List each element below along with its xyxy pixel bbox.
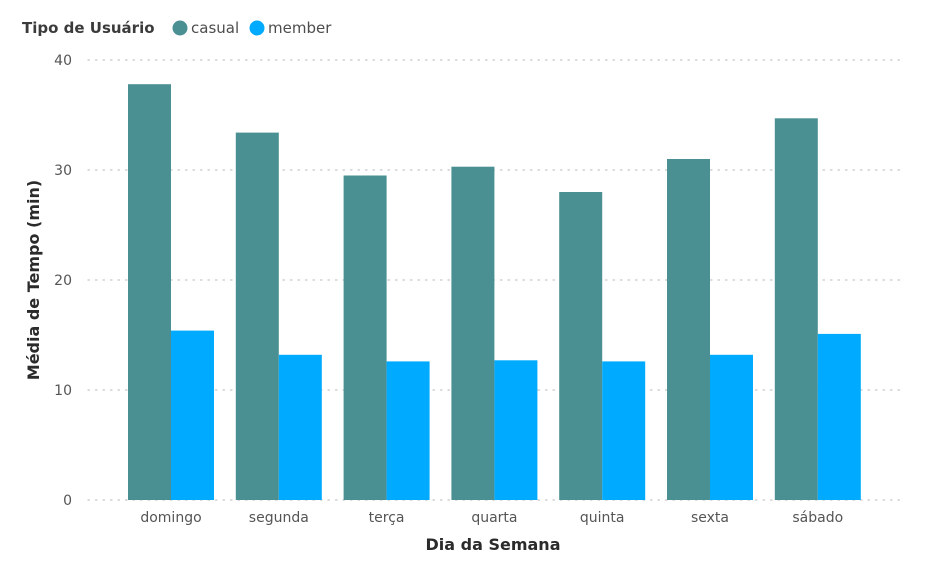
legend-label-member[interactable]: member (268, 19, 332, 37)
legend-label-casual[interactable]: casual (191, 19, 239, 37)
bar-casual-sexta (667, 159, 710, 500)
x-tick-label: terça (369, 510, 405, 526)
bar-member-quinta (602, 361, 646, 500)
bar-casual-domingo (128, 84, 171, 500)
y-tick-label: 0 (63, 493, 72, 509)
y-tick-label: 10 (54, 383, 72, 399)
y-tick-label: 20 (54, 273, 72, 289)
bar-casual-quarta (451, 166, 495, 500)
y-axis-title: Média de Tempo (min) (24, 180, 43, 380)
bar-member-quarta (494, 360, 538, 500)
bar-member-sexta (710, 354, 753, 500)
y-tick-label: 30 (54, 163, 72, 179)
bar-casual-segunda (235, 132, 279, 500)
x-tick-label: sexta (691, 510, 729, 526)
x-tick-label: domingo (140, 510, 201, 526)
bar-member-segunda (278, 354, 322, 500)
x-tick-label: segunda (249, 510, 309, 526)
bar-member-sábado (817, 333, 861, 500)
y-axis-ticks: 0 10 20 30 40 (54, 53, 72, 509)
x-tick-label: sábado (792, 510, 843, 526)
x-axis-ticks: domingo segunda terça quarta quinta sexta sába… (140, 510, 843, 526)
x-tick-label: quinta (580, 510, 625, 526)
legend: Tipo de Usuário casual member (22, 19, 332, 37)
bars (128, 84, 861, 501)
bar-casual-sábado (774, 118, 818, 501)
x-tick-label: quarta (471, 510, 517, 526)
bar-member-terça (386, 361, 430, 500)
bar-casual-terça (343, 175, 387, 500)
y-tick-label: 40 (54, 53, 72, 69)
bar-member-domingo (171, 330, 214, 500)
x-axis-title: Dia da Semana (426, 535, 561, 554)
legend-title: Tipo de Usuário (22, 19, 155, 37)
bar-casual-quinta (559, 192, 603, 500)
legend-swatch-casual (172, 20, 188, 36)
legend-swatch-member (249, 20, 265, 36)
